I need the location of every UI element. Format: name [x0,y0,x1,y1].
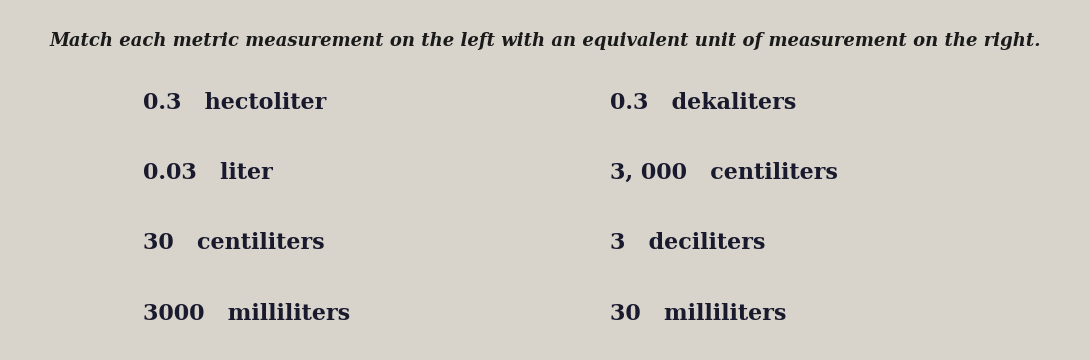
Text: 30   milliliters: 30 milliliters [610,303,787,325]
Text: Match each metric measurement on the left with an equivalent unit of measurement: Match each metric measurement on the lef… [49,32,1041,50]
Text: 0.3   dekaliters: 0.3 dekaliters [610,92,797,114]
Text: 3000   milliliters: 3000 milliliters [143,303,350,325]
Text: 3   deciliters: 3 deciliters [610,232,766,254]
Text: 0.03   liter: 0.03 liter [143,162,272,184]
Text: 3, 000   centiliters: 3, 000 centiliters [610,162,838,184]
Text: 0.3   hectoliter: 0.3 hectoliter [143,92,326,114]
Text: 30   centiliters: 30 centiliters [143,232,325,254]
